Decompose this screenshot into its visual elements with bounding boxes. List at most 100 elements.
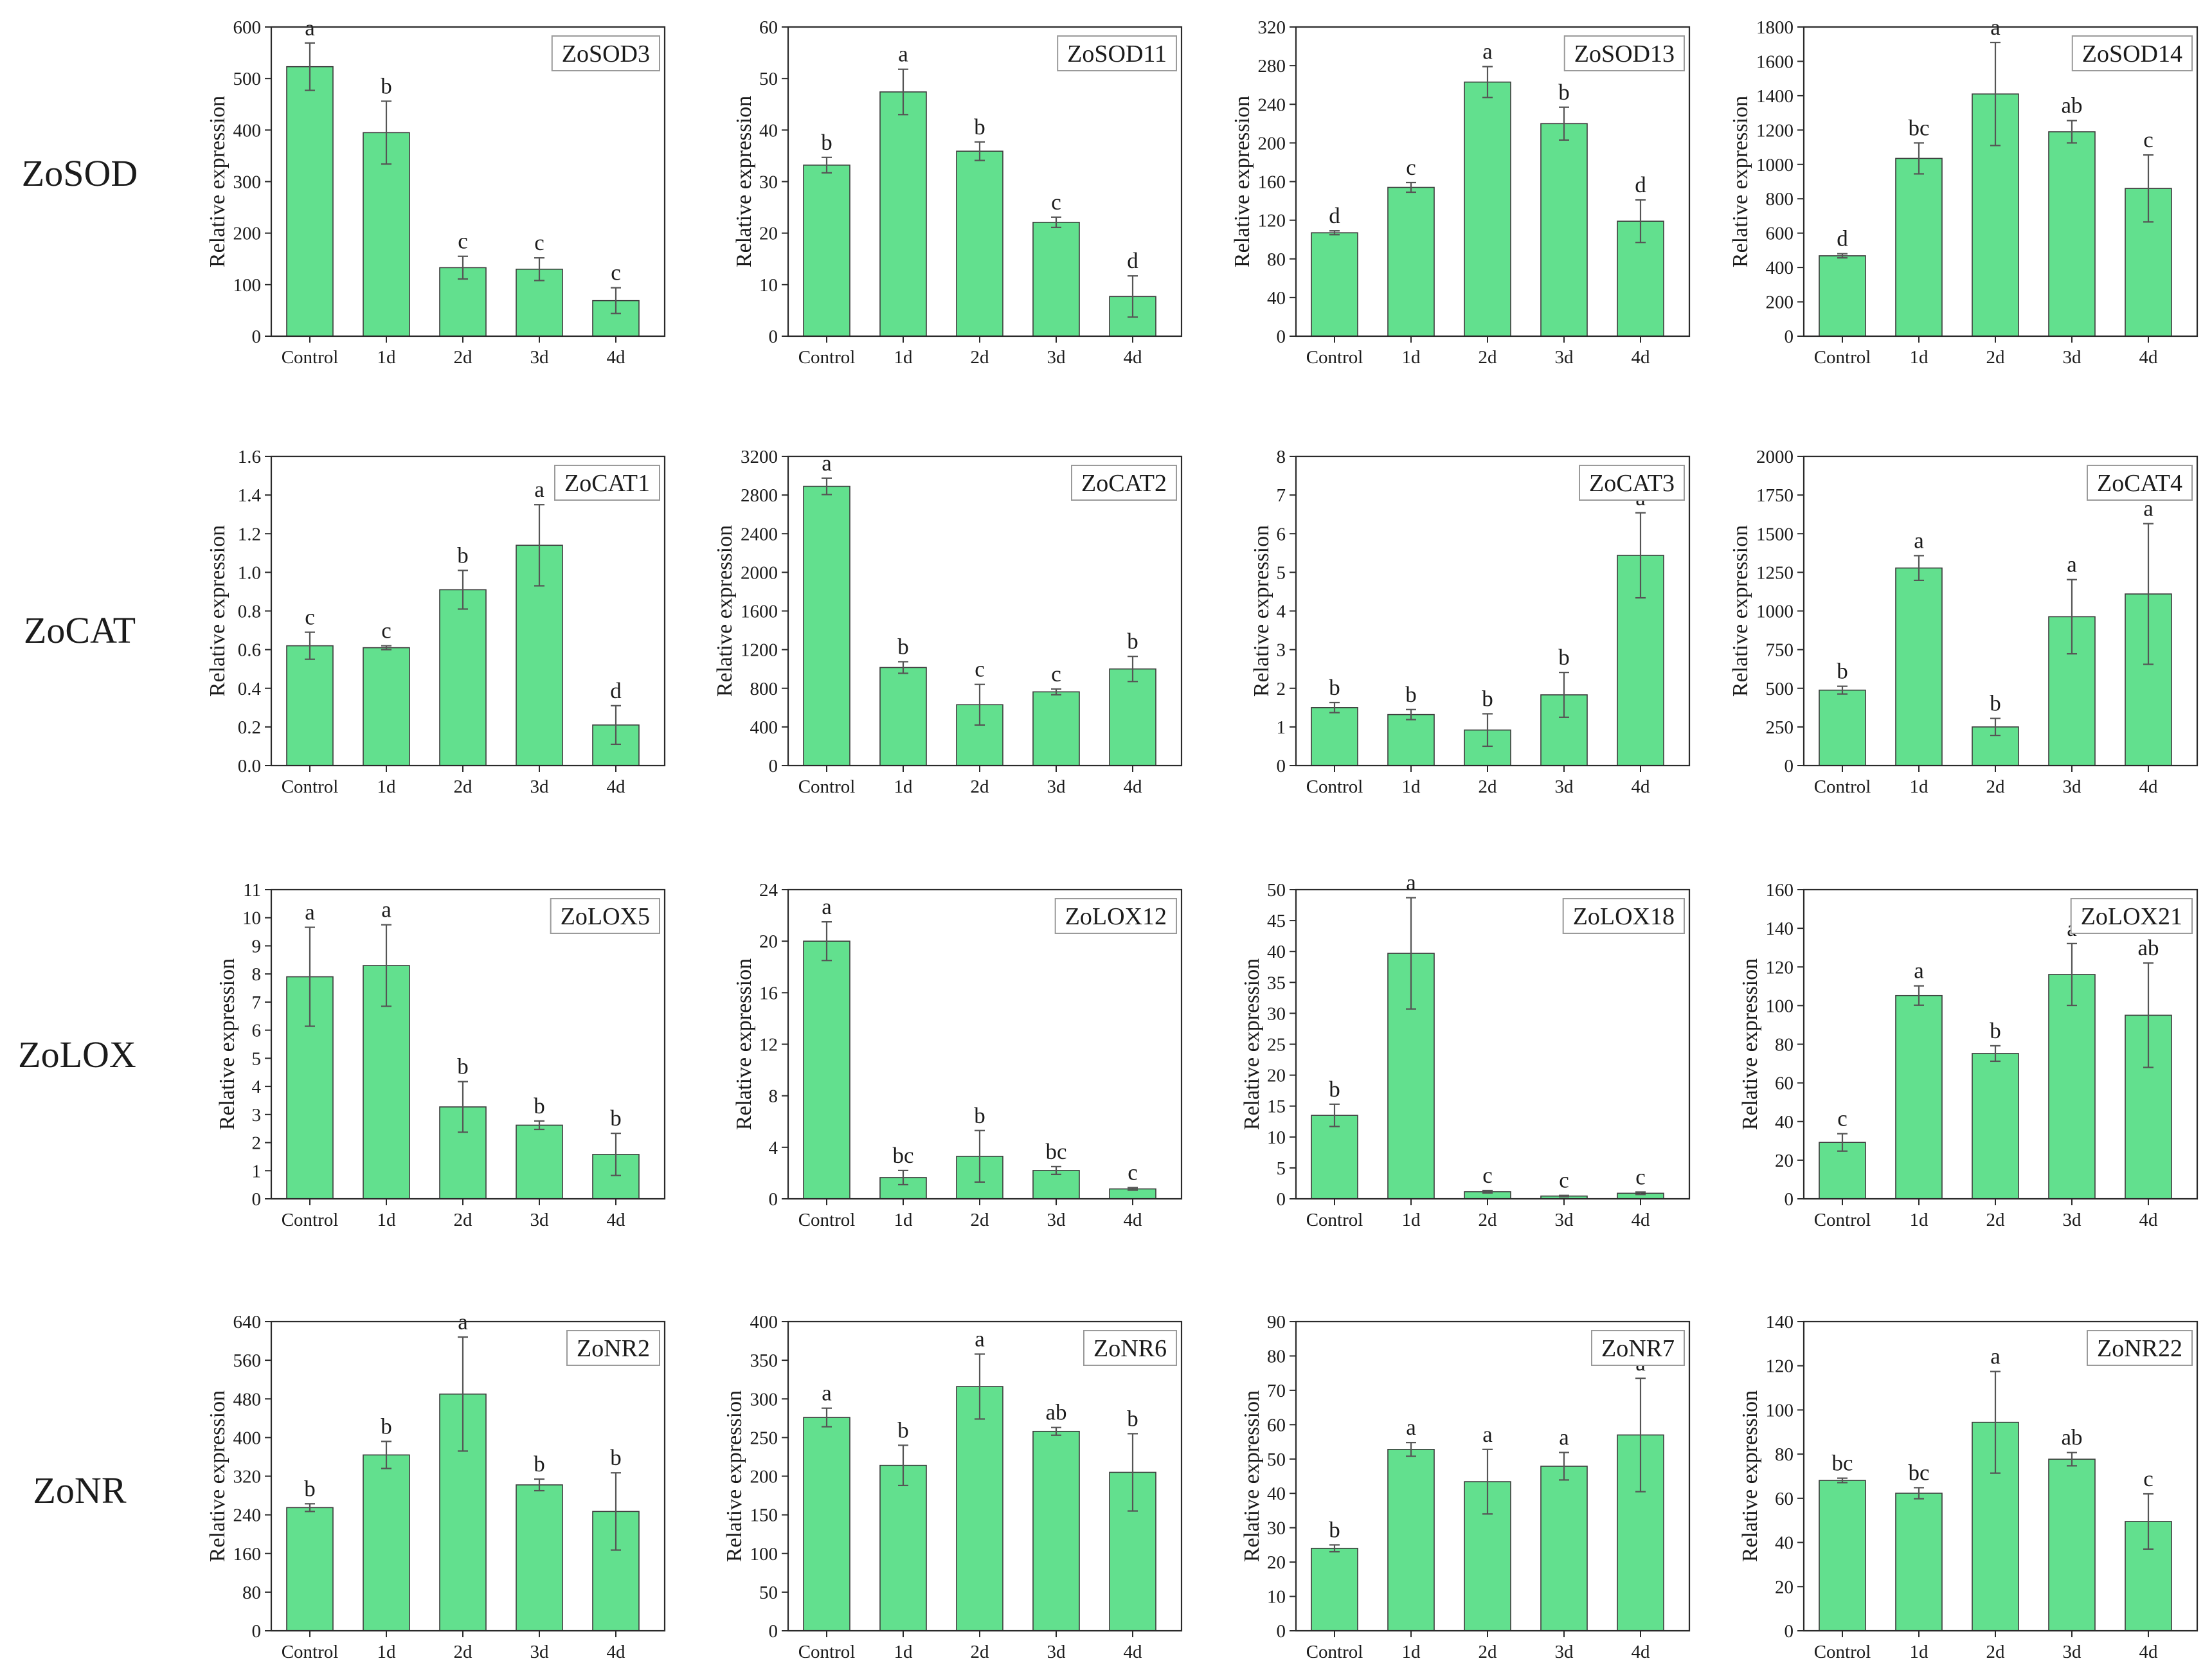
y-tick-label: 0.0 [238,756,261,777]
y-tick-label: 140 [1766,919,1794,939]
x-tick-label: Control [1814,1210,1871,1230]
y-tick-label: 140 [1766,1312,1794,1333]
x-tick-label: Control [1306,347,1363,368]
y-tick-label: 24 [759,880,778,901]
bar [286,645,334,766]
x-tick-label: Control [798,1642,856,1662]
significance-letter: d [610,678,622,703]
significance-letter: d [1837,226,1848,251]
y-tick-label: 5 [1277,562,1286,583]
bar [879,91,927,337]
y-tick-label: 320 [1258,17,1286,38]
x-tick-label: 4d [607,1210,626,1230]
y-axis-label: Relative expression [723,1390,746,1562]
significance-letter: a [1406,870,1416,895]
gene-title: ZoCAT4 [2097,470,2182,497]
y-tick-label: 20 [1267,1066,1286,1086]
x-tick-label: 3d [2063,1642,2082,1662]
plot-frame [1295,26,1691,337]
y-axis-label: Relative expression [1240,1390,1264,1562]
y-tick-label: 0 [1785,756,1794,777]
significance-letter: bc [892,1143,913,1168]
x-tick-label: 2d [1479,1642,1498,1662]
y-tick-label: 80 [1267,1346,1286,1367]
significance-letter: b [1405,682,1417,707]
y-tick-label: 0 [769,1621,778,1642]
plot-frame [787,26,1183,337]
significance-letter: ab [2137,935,2159,960]
gene-title-box [1083,1330,1177,1366]
x-tick-label: 4d [607,777,626,797]
y-axis-label: Relative expression [206,525,229,697]
y-axis-label: Relative expression [713,525,737,697]
y-tick-label: 6 [1277,524,1286,544]
x-tick-label: 1d [1402,1642,1421,1662]
y-tick-label: 45 [1267,911,1286,931]
y-tick-label: 60 [1775,1489,1794,1509]
gene-title: ZoNR2 [577,1335,650,1362]
chart-zosod14: 0 200 400 600 800 1000 1200 1400 1600 1800 Relativ… [1729,15,2199,368]
bar [879,667,927,766]
significance-letter: a [975,1327,985,1352]
bar [2048,1459,2096,1631]
y-tick-label: 0.2 [238,717,261,738]
y-tick-label: 400 [233,1428,262,1448]
significance-letter: c [381,618,391,643]
significance-letter: b [1558,80,1570,105]
y-tick-label: 4 [769,1138,778,1158]
gene-title-box [1057,35,1177,71]
y-tick-label: 2000 [1756,447,1794,467]
chart-zolox18: 0 5 10 15 20 25 30 35 40 45 50 Relative expression b… [1240,870,1691,1230]
y-tick-label: 400 [1766,258,1794,278]
gene-title: ZoCAT2 [1081,470,1167,497]
x-tick-label: 2d [1479,1210,1498,1230]
x-tick-label: 3d [2063,777,2082,797]
y-tick-label: 10 [242,908,261,929]
gene-title-box [1071,465,1177,501]
bar [1895,994,1943,1199]
y-tick-label: 3 [252,1105,262,1126]
x-tick-label: 4d [607,1642,626,1662]
plot-frame [270,888,666,1200]
y-tick-label: 0 [1785,1189,1794,1210]
y-tick-label: 0 [769,756,778,777]
bar [1311,1547,1358,1631]
y-tick-label: 50 [1267,880,1286,901]
y-axis-label: Relative expression [1738,958,1762,1130]
bar [439,589,487,766]
significance-letter: b [897,1417,909,1442]
x-tick-label: Control [1306,777,1363,797]
y-tick-label: 160 [1258,172,1286,193]
y-tick-label: 50 [759,69,778,89]
x-tick-label: 1d [894,1642,913,1662]
significance-letter: b [381,73,392,98]
significance-letter: a [1914,958,1924,983]
y-tick-label: 1000 [1756,602,1794,622]
gene-title: ZoSOD3 [562,40,650,67]
plot-frame [1803,888,2199,1200]
bar [1032,691,1080,766]
y-tick-label: 0 [1277,1189,1286,1210]
y-tick-label: 750 [1766,640,1794,661]
x-tick-label: 3d [1047,1642,1066,1662]
significance-letter: c [2143,1466,2154,1491]
y-tick-label: 0 [1277,756,1286,777]
plot-frame [1295,1320,1691,1632]
y-tick-label: 1250 [1756,562,1794,583]
significance-letter: c [1128,1160,1138,1185]
bar [1819,1142,1866,1199]
y-axis-label: Relative expression [1729,96,1752,267]
x-tick-label: Control [1306,1210,1363,1230]
significance-letter: b [381,1414,392,1439]
x-tick-label: 2d [971,1642,990,1662]
significance-letter: b [1329,675,1340,700]
bar [2048,974,2096,1199]
y-tick-label: 0 [252,1621,262,1642]
y-tick-label: 1 [252,1161,262,1181]
x-tick-label: Control [1814,777,1871,797]
bar [1387,186,1435,337]
significance-letter: b [1990,1018,2001,1043]
y-tick-label: 10 [1267,1127,1286,1148]
plot-frame [787,455,1183,767]
gene-title: ZoNR7 [1601,1335,1675,1362]
